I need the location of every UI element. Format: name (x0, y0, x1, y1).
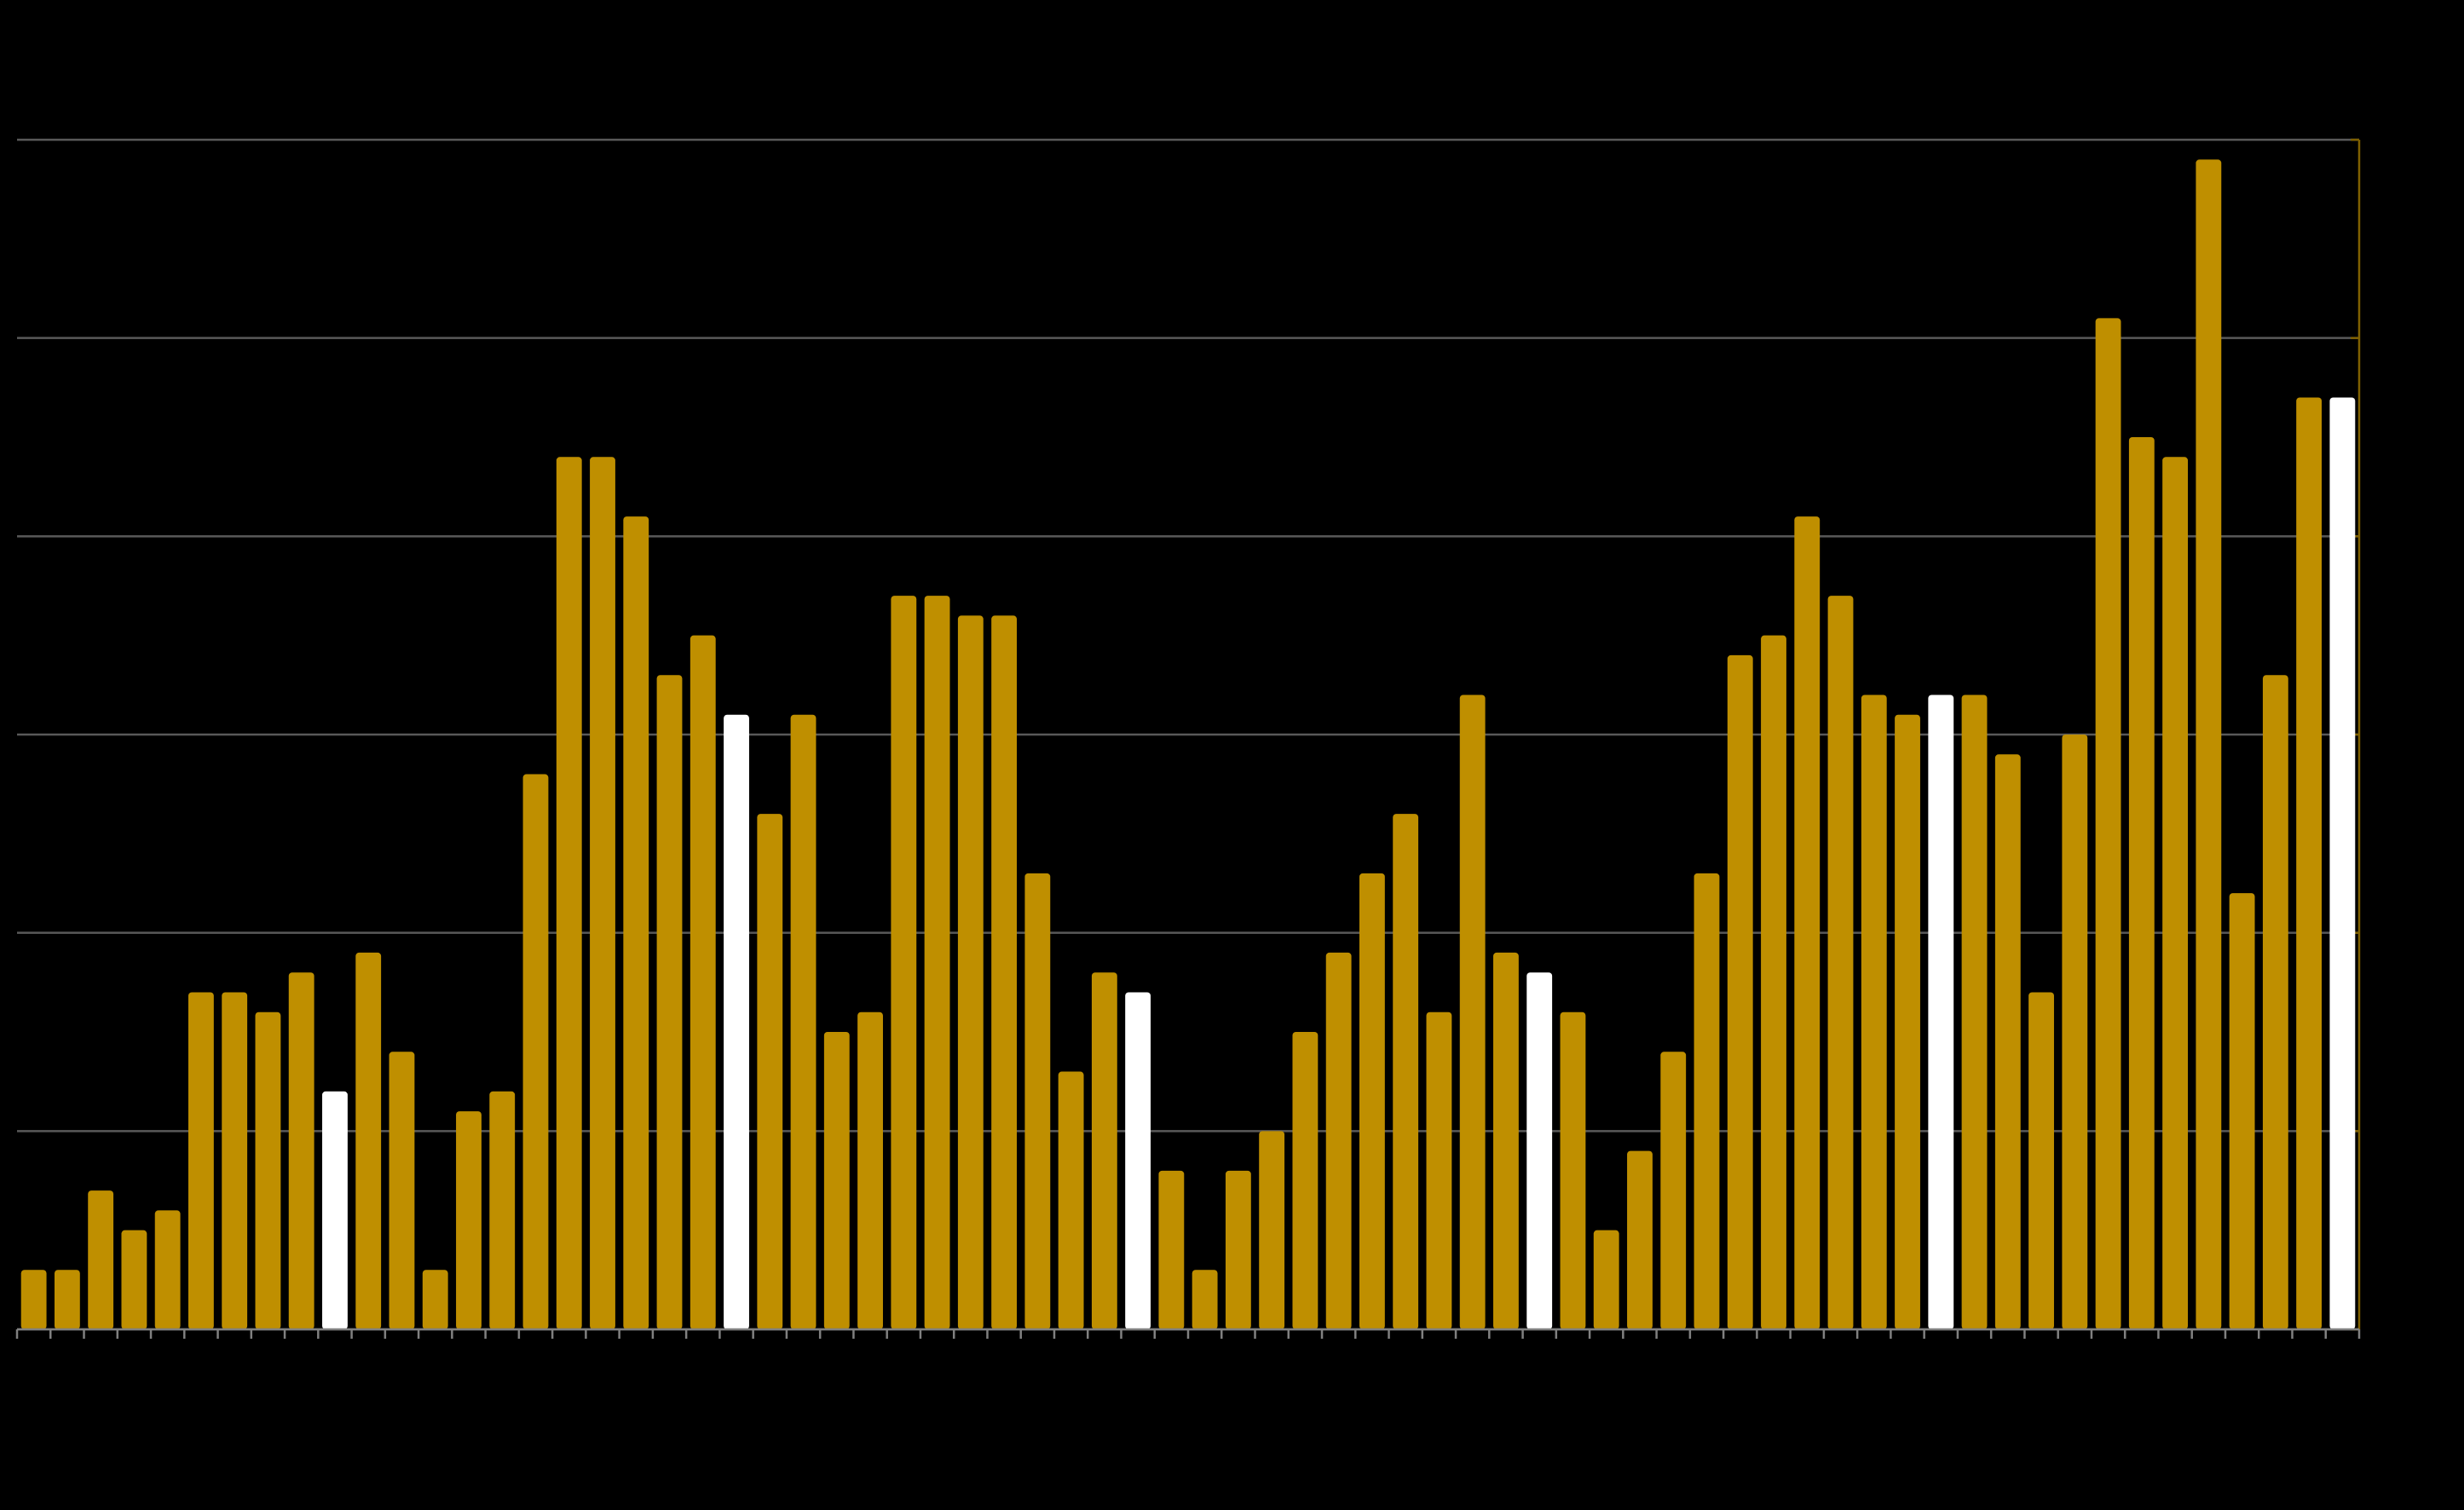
bar (656, 675, 683, 1329)
bar (1024, 873, 1051, 1329)
bar (2028, 992, 2054, 1329)
bar (2196, 159, 2222, 1330)
bar (188, 992, 214, 1329)
bar (757, 814, 783, 1329)
bar (88, 1190, 114, 1329)
bar (1627, 1150, 1653, 1329)
bar (1325, 952, 1352, 1329)
bar (54, 1270, 80, 1329)
bar (1994, 754, 2021, 1329)
bar (690, 635, 716, 1329)
bar (556, 457, 582, 1329)
bar (355, 952, 382, 1329)
bar (924, 596, 950, 1329)
bar (1192, 1270, 1218, 1329)
bar (1259, 1131, 1285, 1329)
bar (2162, 457, 2189, 1329)
bar (891, 596, 917, 1329)
bar (1895, 714, 1920, 1329)
bar (1694, 873, 1720, 1329)
bar (1761, 635, 1786, 1329)
bar (2095, 318, 2121, 1329)
bar (1459, 694, 1486, 1329)
bar (1091, 972, 1117, 1329)
bar (422, 1270, 448, 1329)
bar (1727, 654, 1753, 1329)
bar (857, 1011, 883, 1329)
bar (1827, 596, 1854, 1329)
bar (1928, 694, 1954, 1329)
bar (522, 774, 549, 1329)
bar (2128, 437, 2155, 1329)
bar (1225, 1170, 1251, 1329)
bar (724, 714, 749, 1329)
bar (1292, 1032, 1319, 1329)
bar (1058, 1071, 1084, 1329)
bar (1526, 972, 1553, 1329)
bar (1593, 1230, 1619, 1329)
bar (1560, 1011, 1586, 1329)
bar (288, 972, 314, 1329)
bar (623, 516, 649, 1329)
bar (456, 1111, 482, 1329)
bar (1393, 814, 1419, 1329)
bar (2296, 397, 2323, 1329)
bar (255, 1011, 281, 1329)
bar (121, 1230, 147, 1329)
bar (1493, 952, 1519, 1329)
bar (489, 1091, 516, 1329)
bar (389, 1052, 415, 1329)
bar (154, 1210, 181, 1329)
bar (2262, 675, 2288, 1329)
bar (1125, 992, 1151, 1329)
bar (1660, 1052, 1687, 1329)
bar (1794, 516, 1821, 1329)
bar (823, 1032, 850, 1329)
bar (957, 615, 984, 1329)
bar (991, 615, 1018, 1329)
bar (790, 714, 817, 1329)
bar (222, 992, 248, 1329)
bar (1158, 1170, 1185, 1329)
bar (1961, 694, 1988, 1329)
bar (2229, 893, 2255, 1329)
bar (20, 1270, 47, 1329)
bar (1861, 694, 1887, 1329)
bar (1426, 1011, 1452, 1329)
bar (2329, 397, 2356, 1329)
bar (2062, 735, 2088, 1329)
bar (590, 457, 615, 1329)
bar (322, 1091, 348, 1329)
bar (1359, 873, 1385, 1329)
